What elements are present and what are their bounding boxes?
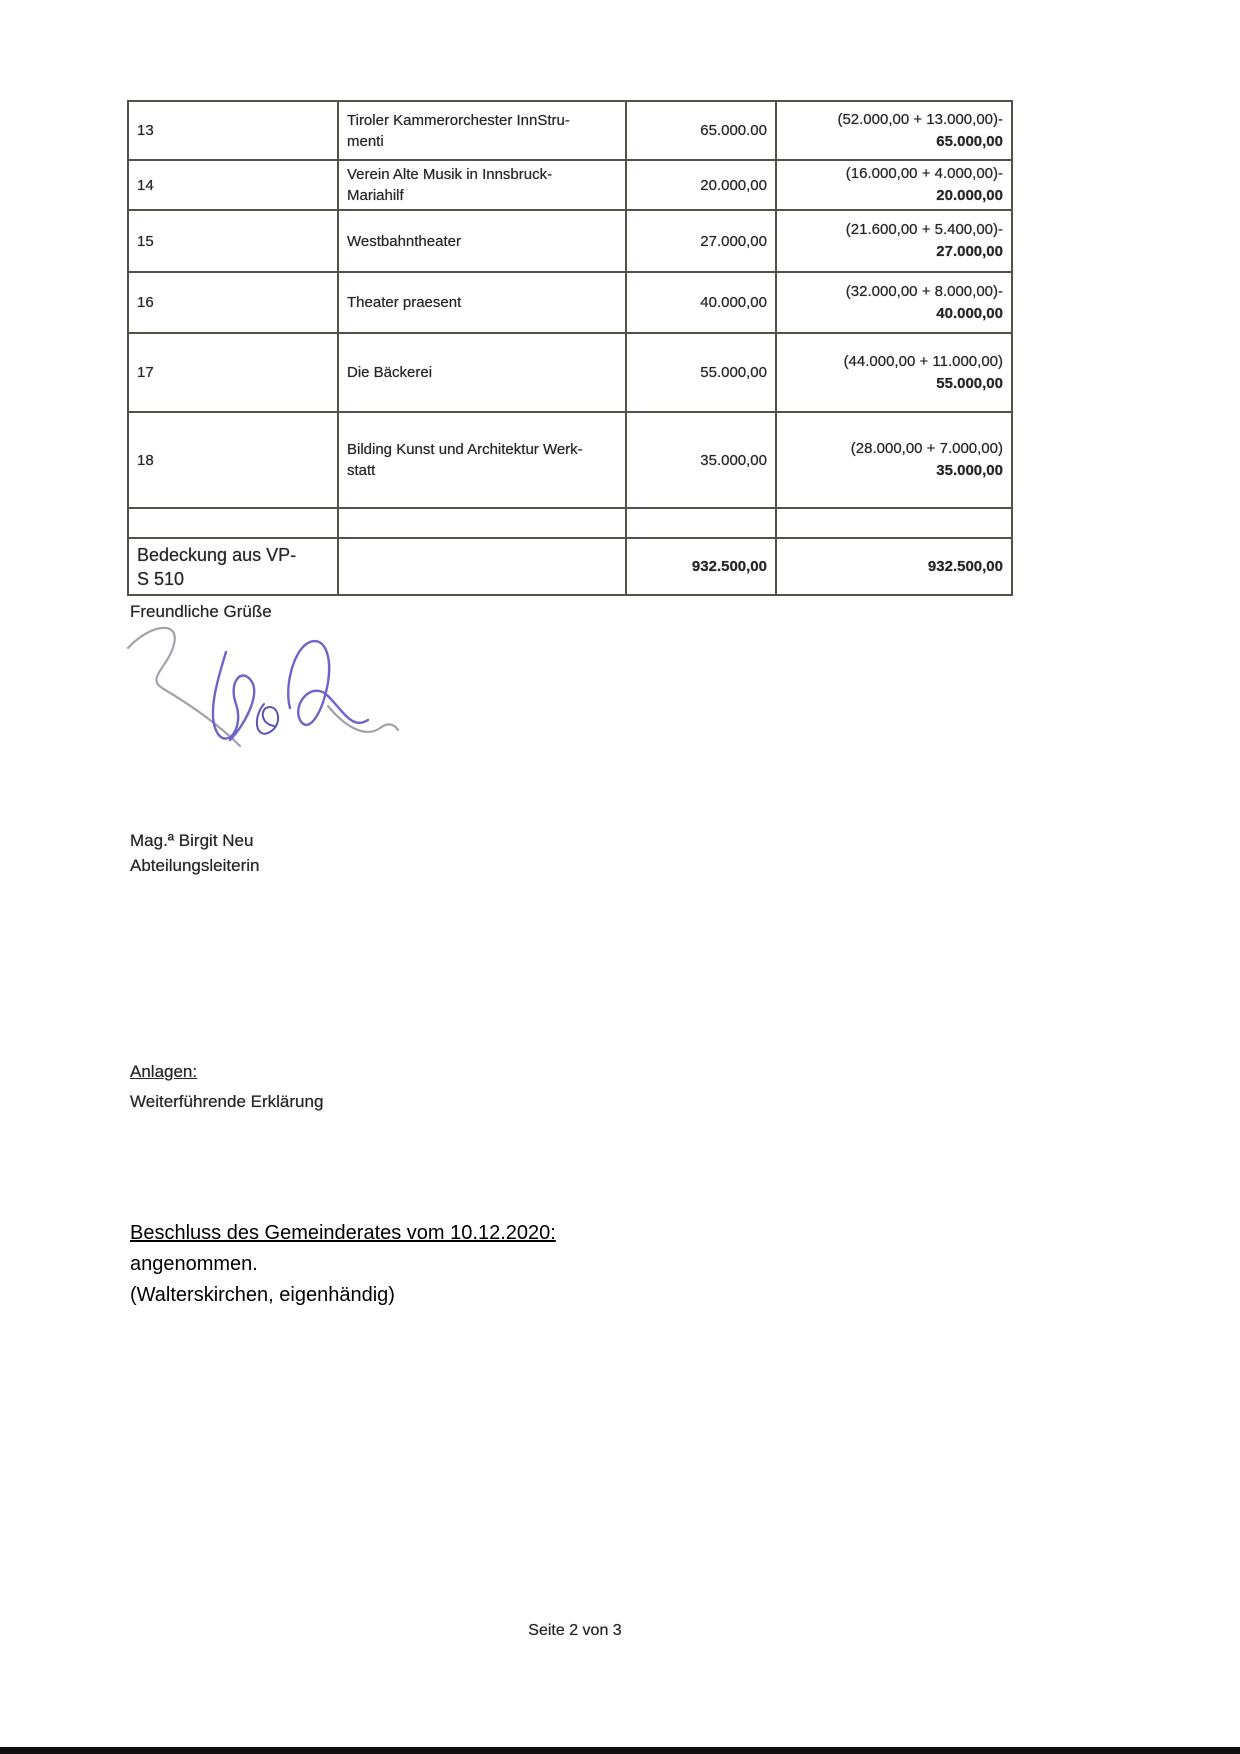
calc-cell: (16.000,00 + 4.000,00)- 20.000,00: [775, 159, 1013, 211]
org-name-cell: Verein Alte Musik in Innsbruck- Mariahilf: [337, 159, 627, 211]
resolution-block: Beschluss des Gemeinderates vom 10.12.20…: [130, 1218, 556, 1311]
row-number-cell: 13: [127, 100, 339, 161]
empty-cell: [337, 507, 627, 539]
table-row: 14 Verein Alte Musik in Innsbruck- Mariahi…: [127, 159, 1013, 211]
table-row: 15 Westbahntheater 27.000,00 (21.600,00 + 5…: [127, 209, 1013, 273]
resolution-signature-note: (Walterskirchen, eigenhändig): [130, 1284, 395, 1306]
subsidy-table: 13 Tiroler Kammerorchester InnStru-menti 6…: [127, 100, 1013, 596]
summary-calc-cell: 932.500,00: [775, 537, 1013, 596]
calc-cell: (44.000,00 + 11.000,00) 55.000,00: [775, 332, 1013, 413]
resolution-heading: Beschluss des Gemeinderates vom 10.12.20…: [130, 1222, 556, 1244]
table-row: 18 Bilding Kunst und Architektur Werk-sta…: [127, 411, 1013, 509]
summary-empty-cell: [337, 537, 627, 596]
org-name-cell: Theater praesent: [337, 271, 627, 334]
org-name-cell: Die Bäckerei: [337, 332, 627, 413]
summary-row: Bedeckung aus VP- S 510 932.500,00 932.500,…: [127, 537, 1013, 596]
page-number: Seite 2 von 3: [528, 1622, 622, 1639]
empty-row: [127, 507, 1013, 539]
summary-label-cell: Bedeckung aus VP- S 510: [127, 537, 339, 596]
scan-edge-artifact: [0, 1747, 1240, 1754]
calc-cell: (32.000,00 + 8.000,00)- 40.000,00: [775, 271, 1013, 334]
summary-amount-cell: 932.500,00: [625, 537, 777, 596]
org-name-cell: Bilding Kunst und Architektur Werk-statt: [337, 411, 627, 509]
amount-cell: 65.000.00: [625, 100, 777, 161]
calc-cell: (52.000,00 + 13.000,00)- 65.000,00: [775, 100, 1013, 161]
row-number-cell: 15: [127, 209, 339, 273]
empty-cell: [775, 507, 1013, 539]
handwritten-signature: [126, 626, 400, 748]
table-row: 13 Tiroler Kammerorchester InnStru-menti 6…: [127, 100, 1013, 161]
row-number-cell: 16: [127, 271, 339, 334]
resolution-decision: angenommen.: [130, 1253, 258, 1275]
calc-cell: (21.600,00 + 5.400,00)- 27.000,00: [775, 209, 1013, 273]
row-number-cell: 18: [127, 411, 339, 509]
table-row: 16 Theater praesent 40.000,00 (32.000,00 + …: [127, 271, 1013, 334]
row-number-cell: 17: [127, 332, 339, 413]
empty-cell: [625, 507, 777, 539]
attachments-item: Weiterführende Erklärung: [130, 1092, 324, 1111]
calc-cell: (28.000,00 + 7.000,00) 35.000,00: [775, 411, 1013, 509]
org-name-cell: Tiroler Kammerorchester InnStru-menti: [337, 100, 627, 161]
table-row: 17 Die Bäckerei 55.000,00 (44.000,00 + 11.0…: [127, 332, 1013, 413]
closing-salutation: Freundliche Grüße: [130, 602, 272, 621]
amount-cell: 20.000,00: [625, 159, 777, 211]
org-name-cell: Westbahntheater: [337, 209, 627, 273]
amount-cell: 55.000,00: [625, 332, 777, 413]
row-number-cell: 14: [127, 159, 339, 211]
amount-cell: 40.000,00: [625, 271, 777, 334]
amount-cell: 27.000,00: [625, 209, 777, 273]
attachments-heading: Anlagen:: [130, 1062, 198, 1081]
amount-cell: 35.000,00: [625, 411, 777, 509]
signer-role: Abteilungsleiterin: [130, 856, 260, 875]
empty-cell: [127, 507, 339, 539]
signer-name: Mag.ª Birgit Neu: [130, 831, 254, 850]
